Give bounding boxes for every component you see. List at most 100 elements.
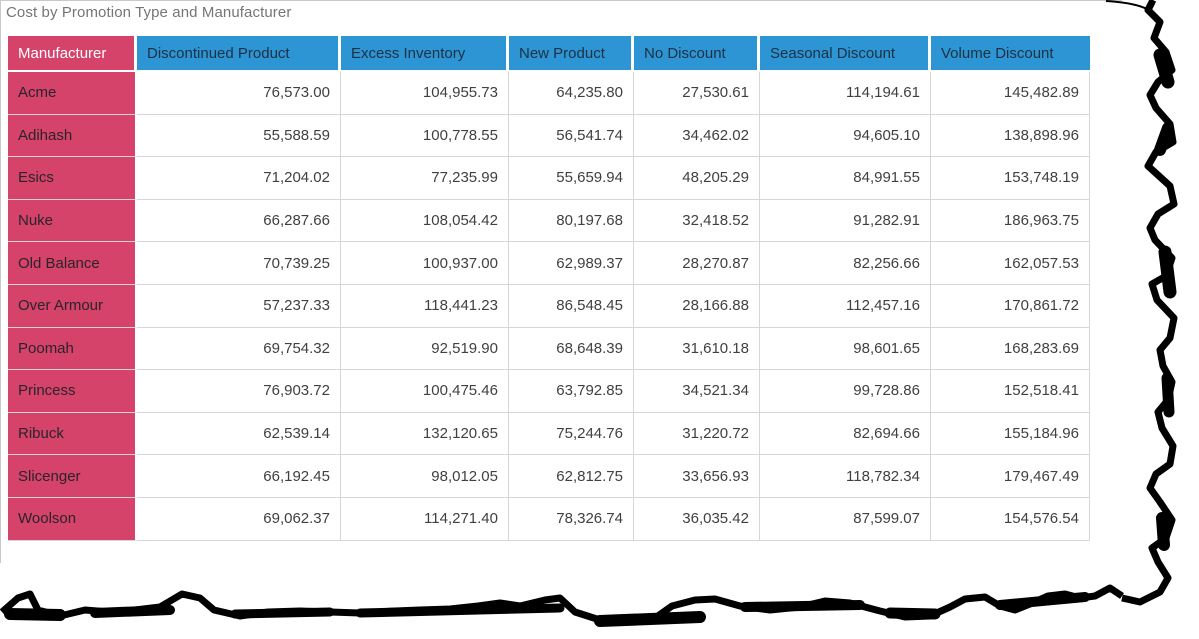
column-header-discontinued-product[interactable]: Discontinued Product: [137, 36, 341, 72]
value-cell[interactable]: 114,271.40: [341, 497, 509, 541]
manufacturer-cell[interactable]: Acme: [8, 72, 137, 115]
value-cell[interactable]: 87,599.07: [760, 497, 931, 541]
value-cell[interactable]: 170,861.72: [931, 284, 1090, 328]
column-header-seasonal-discount[interactable]: Seasonal Discount: [760, 36, 931, 72]
manufacturer-cell[interactable]: Esics: [8, 157, 137, 200]
table-row: Nuke 66,287.66 108,054.42 80,197.68 32,418.5…: [8, 199, 1090, 243]
manufacturer-cell[interactable]: Over Armour: [8, 284, 137, 328]
table-row: Old Balance 70,739.25 100,937.00 62,989.37 2…: [8, 242, 1090, 285]
manufacturer-cell[interactable]: Woolson: [8, 497, 137, 541]
value-cell[interactable]: 98,601.65: [760, 327, 931, 371]
value-cell[interactable]: 66,192.45: [137, 455, 341, 498]
value-cell[interactable]: 154,576.54: [931, 497, 1090, 541]
value-cell[interactable]: 63,792.85: [509, 370, 634, 413]
column-header-volume-discount[interactable]: Volume Discount: [931, 36, 1090, 72]
value-cell[interactable]: 82,256.66: [760, 242, 931, 285]
value-cell[interactable]: 104,955.73: [341, 72, 509, 115]
matrix-visual: Manufacturer Discontinued Product Excess…: [8, 36, 1090, 541]
value-cell[interactable]: 56,541.74: [509, 114, 634, 158]
value-cell[interactable]: 57,237.33: [137, 284, 341, 328]
table-row: Ribuck 62,539.14 132,120.65 75,244.76 31,220…: [8, 412, 1090, 456]
value-cell[interactable]: 92,519.90: [341, 327, 509, 371]
column-header-excess-inventory[interactable]: Excess Inventory: [341, 36, 509, 72]
header-row: Manufacturer Discontinued Product Excess…: [8, 36, 1090, 72]
value-cell[interactable]: 55,659.94: [509, 157, 634, 200]
value-cell[interactable]: 155,184.96: [931, 412, 1090, 456]
table-row: Esics 71,204.02 77,235.99 55,659.94 48,205.2…: [8, 157, 1090, 200]
manufacturer-cell[interactable]: Nuke: [8, 199, 137, 243]
manufacturer-cell[interactable]: Adihash: [8, 114, 137, 158]
value-cell[interactable]: 70,739.25: [137, 242, 341, 285]
value-cell[interactable]: 100,475.46: [341, 370, 509, 413]
column-header-manufacturer[interactable]: Manufacturer: [8, 36, 137, 72]
value-cell[interactable]: 132,120.65: [341, 412, 509, 456]
value-cell[interactable]: 98,012.05: [341, 455, 509, 498]
value-cell[interactable]: 82,694.66: [760, 412, 931, 456]
value-cell[interactable]: 84,991.55: [760, 157, 931, 200]
value-cell[interactable]: 34,462.02: [634, 114, 760, 158]
visual-title: Cost by Promotion Type and Manufacturer: [6, 4, 292, 21]
table-row: Princess 76,903.72 100,475.46 63,792.85 34,5…: [8, 370, 1090, 413]
value-cell[interactable]: 153,748.19: [931, 157, 1090, 200]
value-cell[interactable]: 168,283.69: [931, 327, 1090, 371]
value-cell[interactable]: 114,194.61: [760, 72, 931, 115]
value-cell[interactable]: 55,588.59: [137, 114, 341, 158]
column-header-new-product[interactable]: New Product: [509, 36, 634, 72]
manufacturer-cell[interactable]: Old Balance: [8, 242, 137, 285]
value-cell[interactable]: 77,235.99: [341, 157, 509, 200]
value-cell[interactable]: 62,539.14: [137, 412, 341, 456]
value-cell[interactable]: 28,166.88: [634, 284, 760, 328]
value-cell[interactable]: 108,054.42: [341, 199, 509, 243]
value-cell[interactable]: 33,656.93: [634, 455, 760, 498]
table-row: Acme 76,573.00 104,955.73 64,235.80 27,530.6…: [8, 72, 1090, 115]
value-cell[interactable]: 64,235.80: [509, 72, 634, 115]
value-cell[interactable]: 112,457.16: [760, 284, 931, 328]
manufacturer-cell[interactable]: Slicenger: [8, 455, 137, 498]
value-cell[interactable]: 27,530.61: [634, 72, 760, 115]
value-cell[interactable]: 99,728.86: [760, 370, 931, 413]
value-cell[interactable]: 186,963.75: [931, 199, 1090, 243]
table-body: Acme 76,573.00 104,955.73 64,235.80 27,530.6…: [8, 72, 1090, 541]
value-cell[interactable]: 76,903.72: [137, 370, 341, 413]
value-cell[interactable]: 34,521.34: [634, 370, 760, 413]
value-cell[interactable]: 62,989.37: [509, 242, 634, 285]
table-row: Poomah 69,754.32 92,519.90 68,648.39 31,610.…: [8, 327, 1090, 371]
value-cell[interactable]: 69,754.32: [137, 327, 341, 371]
value-cell[interactable]: 28,270.87: [634, 242, 760, 285]
value-cell[interactable]: 32,418.52: [634, 199, 760, 243]
value-cell[interactable]: 48,205.29: [634, 157, 760, 200]
value-cell[interactable]: 118,441.23: [341, 284, 509, 328]
column-header-no-discount[interactable]: No Discount: [634, 36, 760, 72]
table-row: Woolson 69,062.37 114,271.40 78,326.74 36,03…: [8, 497, 1090, 541]
value-cell[interactable]: 36,035.42: [634, 497, 760, 541]
value-cell[interactable]: 100,937.00: [341, 242, 509, 285]
value-cell[interactable]: 62,812.75: [509, 455, 634, 498]
manufacturer-cell[interactable]: Princess: [8, 370, 137, 413]
value-cell[interactable]: 86,548.45: [509, 284, 634, 328]
value-cell[interactable]: 179,467.49: [931, 455, 1090, 498]
table-row: Over Armour 57,237.33 118,441.23 86,548.45 2…: [8, 284, 1090, 328]
value-cell[interactable]: 31,610.18: [634, 327, 760, 371]
value-cell[interactable]: 91,282.91: [760, 199, 931, 243]
value-cell[interactable]: 69,062.37: [137, 497, 341, 541]
table-row: Adihash 55,588.59 100,778.55 56,541.74 34,46…: [8, 114, 1090, 158]
value-cell[interactable]: 152,518.41: [931, 370, 1090, 413]
manufacturer-cell[interactable]: Ribuck: [8, 412, 137, 456]
value-cell[interactable]: 66,287.66: [137, 199, 341, 243]
value-cell[interactable]: 162,057.53: [931, 242, 1090, 285]
value-cell[interactable]: 78,326.74: [509, 497, 634, 541]
value-cell[interactable]: 71,204.02: [137, 157, 341, 200]
widget-top-border: [0, 0, 1122, 1]
table-row: Slicenger 66,192.45 98,012.05 62,812.75 33,6…: [8, 455, 1090, 498]
value-cell[interactable]: 118,782.34: [760, 455, 931, 498]
value-cell[interactable]: 138,898.96: [931, 114, 1090, 158]
value-cell[interactable]: 145,482.89: [931, 72, 1090, 115]
value-cell[interactable]: 80,197.68: [509, 199, 634, 243]
value-cell[interactable]: 100,778.55: [341, 114, 509, 158]
value-cell[interactable]: 94,605.10: [760, 114, 931, 158]
value-cell[interactable]: 31,220.72: [634, 412, 760, 456]
manufacturer-cell[interactable]: Poomah: [8, 327, 137, 371]
value-cell[interactable]: 75,244.76: [509, 412, 634, 456]
value-cell[interactable]: 68,648.39: [509, 327, 634, 371]
value-cell[interactable]: 76,573.00: [137, 72, 341, 115]
